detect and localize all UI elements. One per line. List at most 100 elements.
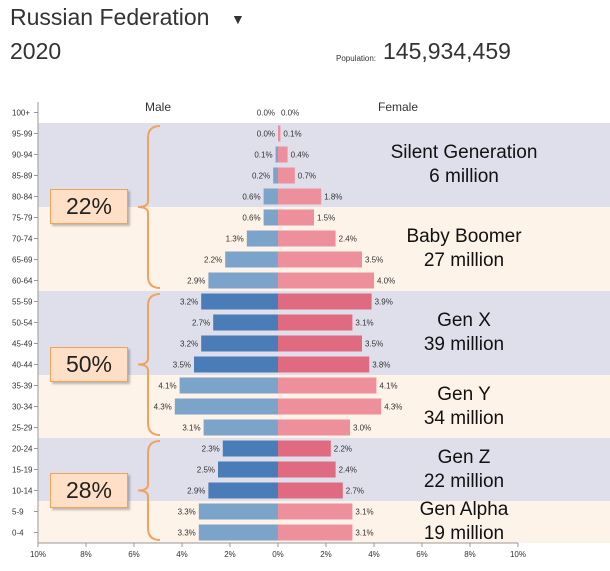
male-value-label-60-64: 2.9%: [187, 277, 205, 286]
generation-name: Gen X: [437, 310, 491, 331]
x-tick-label: 6%: [128, 550, 140, 559]
female-bar-50-54: [278, 314, 353, 331]
male-value-label-15-19: 2.5%: [197, 466, 215, 475]
age-label-85-89: 85-89: [12, 172, 33, 181]
group-bracket-2: [137, 440, 161, 541]
male-bar-75-79: [263, 209, 278, 226]
generation-name: Gen Alpha: [419, 499, 509, 520]
x-tick-label: 8%: [464, 550, 476, 559]
generation-name: Gen Y: [437, 383, 491, 405]
group-percent-box: 28%: [50, 472, 128, 508]
female-value-label-20-24: 2.2%: [334, 445, 352, 454]
male-value-label-100+: 0.0%: [257, 109, 275, 118]
female-value-label-60-64: 4.0%: [377, 277, 395, 286]
x-tick-label: 10%: [510, 550, 526, 559]
female-bar-40-44: [278, 356, 370, 373]
male-value-label-75-79: 0.6%: [242, 214, 260, 223]
female-bar-80-84: [278, 188, 322, 205]
x-tick-label: 2%: [320, 550, 332, 559]
generation-label: Baby Boomer 27 million: [364, 225, 564, 273]
female-bar-65-69: [278, 251, 362, 268]
x-tick-label: 4%: [176, 550, 188, 559]
age-label-70-74: 70-74: [12, 235, 33, 244]
age-label-50-54: 50-54: [12, 319, 33, 328]
population-value: 145,934,459: [383, 38, 511, 64]
male-bar-30-34: [174, 398, 278, 415]
age-label-65-69: 65-69: [12, 256, 33, 265]
dropdown-caret-icon[interactable]: ▼: [231, 11, 245, 27]
male-value-label-35-39: 4.1%: [158, 382, 176, 391]
generation-amount: 19 million: [423, 523, 505, 544]
male-bar-15-19: [218, 461, 278, 478]
country-selector[interactable]: Russian Federation: [10, 4, 210, 30]
male-value-label-90-94: 0.1%: [254, 151, 272, 160]
female-value-label-90-94: 0.4%: [291, 151, 309, 160]
male-axis-label: Male: [145, 100, 171, 114]
age-label-15-19: 15-19: [12, 466, 33, 475]
male-bar-0-4: [198, 524, 278, 541]
male-value-label-0-4: 3.3%: [178, 529, 196, 538]
male-bar-40-44: [194, 356, 278, 373]
male-value-label-30-34: 4.3%: [154, 403, 172, 412]
male-value-label-55-59: 3.2%: [180, 298, 198, 307]
generation-label: Silent Generation 6 million: [364, 141, 564, 189]
female-value-label-75-79: 1.5%: [317, 214, 335, 223]
age-label-30-34: 30-34: [12, 403, 33, 412]
female-bar-95-99: [278, 125, 281, 142]
age-label-95-99: 95-99: [12, 130, 33, 139]
male-bar-25-29: [203, 419, 278, 436]
generation-amount: 6 million: [429, 166, 499, 187]
male-bar-70-74: [246, 230, 278, 247]
female-value-label-50-54: 3.1%: [355, 319, 373, 328]
male-bar-35-39: [179, 377, 278, 394]
male-bar-65-69: [225, 251, 278, 268]
female-value-label-45-49: 3.5%: [365, 340, 383, 349]
female-bar-20-24: [278, 440, 331, 457]
year-label: 2020: [10, 38, 62, 64]
male-bar-50-54: [213, 314, 278, 331]
male-bar-90-94: [275, 146, 278, 163]
generation-label: Gen Alpha 19 million: [364, 498, 564, 546]
male-value-label-5-9: 3.3%: [178, 508, 196, 517]
generation-name: Gen Z: [437, 446, 491, 468]
female-axis-label: Female: [378, 100, 418, 114]
female-bar-0-4: [278, 524, 353, 541]
male-bar-80-84: [263, 188, 278, 205]
generation-amount: 39 million: [423, 334, 505, 355]
female-value-label-65-69: 3.5%: [365, 256, 383, 265]
male-bar-10-14: [208, 482, 278, 499]
age-label-25-29: 25-29: [12, 424, 33, 433]
female-value-label-70-74: 2.4%: [339, 235, 357, 244]
age-label-75-79: 75-79: [12, 214, 33, 223]
generation-amount: 22 million: [423, 470, 505, 492]
age-label-55-59: 55-59: [12, 298, 33, 307]
female-bar-15-19: [278, 461, 336, 478]
male-value-label-40-44: 3.5%: [173, 361, 191, 370]
age-label-20-24: 20-24: [12, 445, 33, 454]
x-tick-label: 2%: [224, 550, 236, 559]
female-bar-45-49: [278, 335, 362, 352]
female-value-label-35-39: 4.1%: [379, 382, 397, 391]
male-value-label-65-69: 2.2%: [204, 256, 222, 265]
male-bar-20-24: [222, 440, 278, 457]
generation-amount: 34 million: [423, 407, 505, 429]
female-value-label-0-4: 3.1%: [355, 529, 373, 538]
male-value-label-85-89: 0.2%: [252, 172, 270, 181]
female-bar-85-89: [278, 167, 295, 184]
male-value-label-10-14: 2.9%: [187, 487, 205, 496]
generation-label: Gen X 39 million: [364, 309, 564, 357]
x-tick-label: 4%: [368, 550, 380, 559]
x-tick-label: 8%: [80, 550, 92, 559]
generation-name: Silent Generation: [390, 142, 538, 163]
group-bracket-1: [137, 293, 161, 436]
female-bar-30-34: [278, 398, 382, 415]
group-bracket-0: [137, 125, 161, 289]
age-label-80-84: 80-84: [12, 193, 33, 202]
female-bar-10-14: [278, 482, 343, 499]
age-label-0-4: 0-4: [12, 529, 24, 538]
female-value-label-95-99: 0.1%: [283, 130, 301, 139]
female-bar-70-74: [278, 230, 336, 247]
male-bar-45-49: [201, 335, 278, 352]
female-value-label-100+: 0.0%: [281, 109, 299, 118]
female-bar-35-39: [278, 377, 377, 394]
